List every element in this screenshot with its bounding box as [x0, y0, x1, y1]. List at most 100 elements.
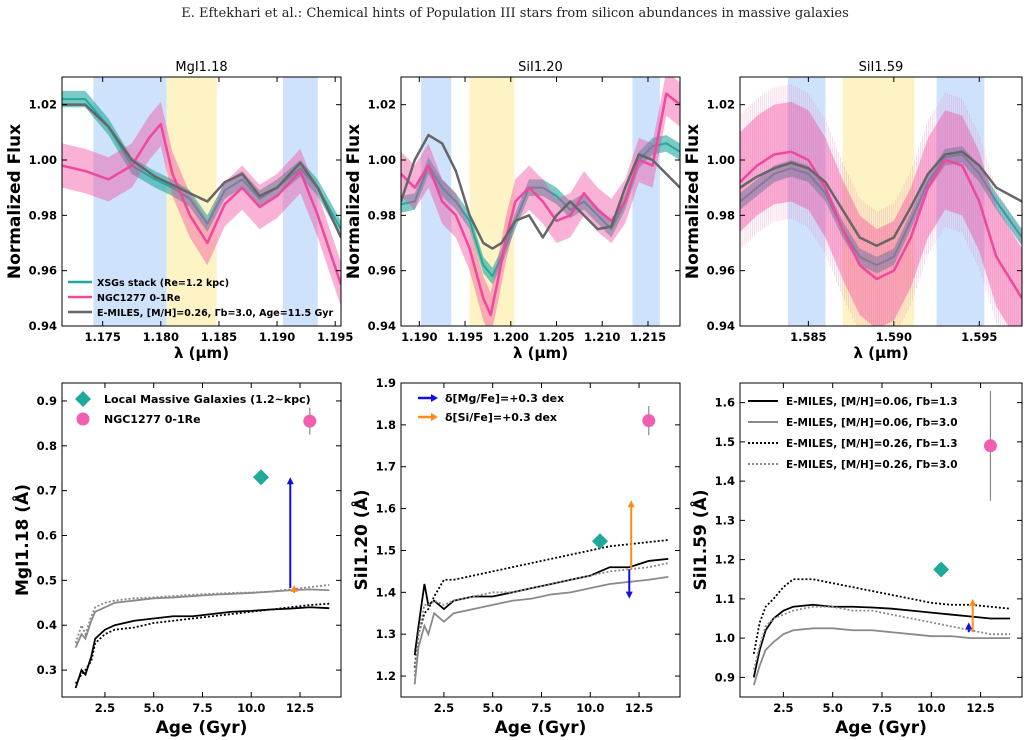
series-band-2 [62, 101, 341, 307]
y-tick-label: 1.7 [376, 460, 396, 474]
x-tick-label: 1.210 [584, 330, 620, 344]
panel-1: 1.175 1.180 1.185 1.190 1.195 0.94 0.96 0.98 1.0… [5, 60, 353, 362]
x-tick-label: 1.200 [493, 330, 529, 344]
panel-3: 1.585 1.590 1.595 0.94 0.96 0.98 1.00 1.02 SiI1.… [683, 60, 1023, 362]
series-line-3 [62, 103, 341, 238]
y-tick-label: 1.4 [376, 585, 396, 599]
axes-frame [400, 382, 681, 698]
x-tick-label: 1.190 [401, 330, 437, 344]
point-local-massive-galaxies [592, 533, 609, 550]
x-tick-label: 1.585 [790, 330, 826, 344]
x-tick-label: 2.5 [95, 701, 115, 715]
plot-area [752, 390, 1011, 686]
x-tick-label: 1.175 [84, 330, 120, 344]
y-tick-label: 1.3 [715, 513, 735, 527]
y-tick-label: 1.0 [715, 631, 735, 645]
y-tick-label: 0.3 [37, 663, 57, 677]
y-tick-label: 0.8 [37, 439, 57, 453]
series-line-3 [740, 150, 1022, 248]
y-tick-label: 0.96 [368, 264, 396, 278]
series-line-1 [740, 153, 1022, 267]
x-tick-label: 10.0 [576, 701, 604, 715]
y-tick-label: 0.9 [37, 394, 57, 408]
legend-label: E-MILES, [M/H]=0.06, Γb=3.0 [786, 417, 958, 429]
y-tick-label: 0.94 [29, 319, 57, 333]
band-yellow-2 [842, 77, 915, 326]
y-axis-label: Normalized Flux [344, 124, 364, 279]
series-line-2 [740, 150, 1022, 299]
series-line-2 [401, 92, 680, 317]
axes-frame [739, 76, 1023, 327]
plot-area [62, 77, 341, 326]
y-tick-label: 1.00 [29, 153, 57, 167]
x-tick-label: 1.590 [876, 330, 912, 344]
y-tick-label: 1.02 [707, 98, 735, 112]
x-axis-label: λ (μm) [513, 344, 568, 362]
x-tick-label: 1.190 [259, 330, 295, 344]
y-tick-label: 0.9 [715, 670, 735, 684]
y-tick-label: 0.98 [29, 208, 57, 222]
series-line-3 [401, 133, 680, 250]
y-axis-label: Normalized Flux [683, 124, 703, 279]
model-line-solid-grey [74, 588, 330, 649]
plot-area [413, 406, 669, 685]
axes-frame [400, 76, 681, 327]
legend: δ[Mg/Fe]=+0.3 dex δ[Si/Fe]=+0.3 dex [418, 392, 564, 424]
model-line-dotted-black [752, 578, 1011, 654]
y-tick-label: 0.7 [37, 484, 57, 498]
x-axis-label: λ (μm) [853, 344, 908, 362]
arrow-blue-head [965, 622, 973, 630]
panel-4: 2.5 5.0 7.5 10.0 12.5 0.3 0.4 0.5 0.6 0.7 0.8 0.9 Ag… [10, 382, 342, 738]
legend-label: NGC1277 0-1Re [97, 293, 180, 304]
series-band-1 [401, 135, 680, 285]
x-tick-label: 7.5 [872, 701, 892, 715]
legend-label: XSGs stack (Re=1.2 kpc) [97, 278, 229, 289]
legend-label: E-MILES, [M/H]=0.26, Γb=3.0, Age=11.5 Gy… [97, 308, 333, 319]
x-tick-label: 2.5 [773, 701, 793, 715]
x-tick-label: 1.180 [143, 330, 179, 344]
point-local-massive-galaxies [933, 561, 950, 578]
page-header: E. Eftekhari et al.: Chemical hints of P… [181, 6, 849, 21]
y-axis-label: MgI1.18 (Å) [10, 484, 33, 596]
panel-2: 1.190 1.195 1.200 1.205 1.210 1.215 0.94 0.96 0.… [344, 60, 681, 362]
x-tick-label: 5.0 [483, 701, 503, 715]
x-tick-label: 7.5 [531, 701, 551, 715]
x-tick-label: 5.0 [822, 701, 842, 715]
legend-label: E-MILES, [M/H]=0.06, Γb=1.3 [786, 396, 958, 408]
y-tick-label: 1.6 [376, 502, 396, 516]
band-yellow-2 [469, 77, 515, 326]
y-tick-label: 1.2 [715, 553, 735, 567]
x-tick-label: 1.185 [201, 330, 237, 344]
series-line-2 [62, 122, 341, 285]
model-line-dotted-black [74, 602, 330, 685]
y-axis-label: Normalized Flux [5, 124, 25, 279]
axes-frame [61, 382, 342, 698]
y-tick-label: 0.6 [37, 529, 57, 543]
x-tick-label: 1.195 [447, 330, 483, 344]
band-blue-3 [632, 77, 660, 326]
y-tick-label: 0.94 [368, 319, 396, 333]
x-tick-label: 2.5 [434, 701, 454, 715]
y-tick-label: 0.96 [29, 264, 57, 278]
x-tick-label: 10.0 [237, 701, 265, 715]
y-tick-label: 1.1 [715, 592, 735, 606]
axes-frame [61, 76, 342, 327]
y-tick-label: 0.5 [37, 573, 57, 587]
legend-arrowhead-blue [431, 394, 438, 402]
x-tick-label: 10.0 [917, 701, 945, 715]
panel-title: MgI1.18 [175, 60, 227, 75]
model-line-solid-grey [413, 575, 669, 685]
y-tick-label: 1.02 [29, 98, 57, 112]
x-tick-label: 12.5 [966, 701, 994, 715]
legend: Local Massive Galaxies (1.2~kpc) NGC1277 … [75, 391, 311, 426]
x-tick-label: 1.205 [538, 330, 574, 344]
legend-label: δ[Si/Fe]=+0.3 dex [445, 411, 557, 424]
y-tick-label: 0.98 [368, 208, 396, 222]
band-blue-3 [936, 77, 985, 326]
band-blue-1 [421, 77, 452, 326]
y-tick-label: 0.98 [707, 208, 735, 222]
legend-diamond [75, 391, 91, 407]
x-tick-label: 7.5 [192, 701, 212, 715]
series-band-2 [740, 101, 1022, 326]
